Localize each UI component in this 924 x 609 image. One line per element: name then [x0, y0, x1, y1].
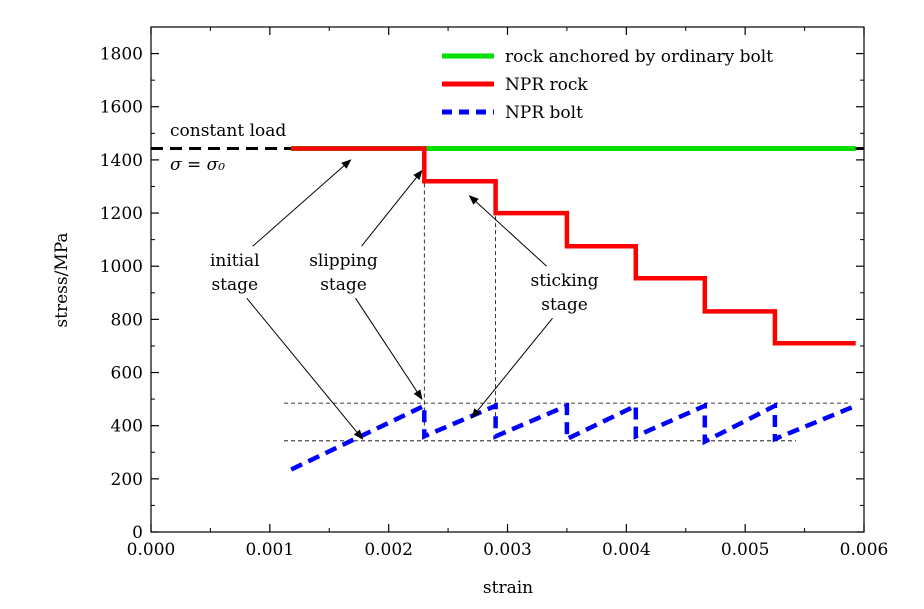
ref-line-label: constant load	[170, 121, 286, 141]
y-tick-label: 400	[111, 417, 143, 437]
y-tick-label: 800	[111, 310, 143, 330]
series-line-npr-bolt	[290, 402, 857, 472]
x-tick-label: 0.000	[127, 540, 176, 560]
y-tick-label: 1200	[100, 204, 143, 224]
legend-label: rock anchored by ordinary bolt	[505, 47, 773, 67]
annotation-text: sticking	[530, 271, 598, 291]
x-tick-label: 0.005	[721, 540, 770, 560]
legend: rock anchored by ordinary bolt NPR rock NP…	[442, 47, 773, 123]
series-layer	[290, 146, 857, 472]
ref-line-equation: σ = σ₀	[170, 155, 225, 175]
y-tick-label: 1800	[100, 45, 143, 65]
x-tick-label: 0.001	[245, 540, 294, 560]
annotation-text: initial	[210, 251, 260, 271]
series-line-npr-rock	[291, 146, 856, 346]
annotation-arrow	[252, 159, 352, 247]
y-tick-label: 0	[132, 523, 143, 543]
annotations: initial stage slipping stage sticking stage	[210, 159, 599, 440]
annotation-arrow	[468, 195, 547, 267]
legend-label: NPR bolt	[505, 103, 583, 123]
axes: 0.000 0.001 0.002 0.003 0.004 0.005 0.006 0 200 4…	[100, 26, 889, 560]
y-tick-label: 1000	[100, 257, 143, 277]
y-axis-title: stress/MPa	[52, 232, 72, 327]
y-tick-label: 1400	[100, 151, 143, 171]
y-tick-label: 200	[111, 470, 143, 490]
annotation-arrow	[246, 297, 364, 440]
y-tick-label: 600	[111, 364, 143, 384]
x-tick-label: 0.002	[364, 540, 413, 560]
legend-label: NPR rock	[505, 75, 588, 95]
annotation-arrow	[355, 297, 423, 400]
guide-lines	[284, 148, 848, 442]
annotation-text: stage	[541, 295, 588, 315]
x-tick-label: 0.006	[840, 540, 889, 560]
annotation-arrow	[361, 169, 423, 247]
annotation-text: stage	[320, 275, 367, 295]
x-axis-title: strain	[483, 578, 533, 598]
y-tick-label: 1600	[100, 98, 143, 118]
annotation-text: stage	[211, 275, 258, 295]
x-tick-label: 0.003	[483, 540, 532, 560]
annotation-arrow	[471, 317, 553, 419]
annotation-text: slipping	[309, 251, 378, 271]
x-tick-label: 0.004	[602, 540, 651, 560]
